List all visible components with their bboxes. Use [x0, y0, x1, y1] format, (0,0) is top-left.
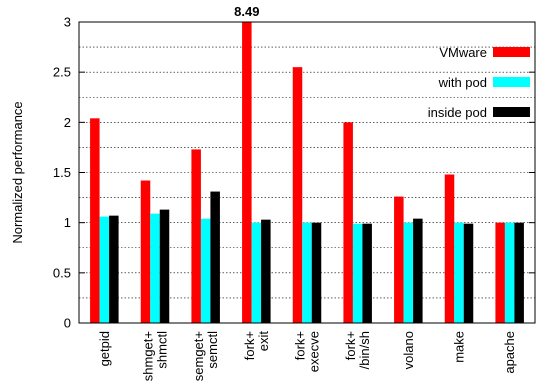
bar-with-pod — [302, 222, 312, 323]
category-label-line: fork+ — [242, 331, 257, 360]
category-label: apache — [502, 331, 517, 374]
category-label-line: semget+ — [191, 331, 206, 381]
bar-vmware — [343, 122, 353, 323]
bar-with-pod — [504, 222, 515, 323]
legend-item: inside pod — [428, 105, 530, 120]
bar-with-pod — [99, 216, 110, 323]
category-label: shmget+ shmctl — [141, 331, 170, 381]
category-label-line: semctl — [205, 331, 220, 369]
category-label-line: shmget+ — [141, 331, 156, 381]
category-label: fork+ exit — [242, 331, 271, 361]
category-label-line: fork+ — [343, 331, 358, 360]
bar-inside-pod — [463, 223, 474, 323]
bar-with-pod — [352, 223, 363, 323]
bar-inside-pod — [514, 222, 524, 323]
legend-label: VMware — [439, 45, 487, 60]
bar-inside-pod — [311, 222, 322, 323]
bar-with-pod — [403, 222, 414, 323]
bar-with-pod — [200, 218, 211, 323]
bar-with-pod — [454, 222, 464, 323]
bar-inside-pod — [109, 215, 119, 323]
bar-inside-pod — [413, 218, 423, 323]
y-tick-label: 1.5 — [53, 165, 71, 180]
category-label-line: execve — [307, 331, 322, 372]
y-tick-label: 2 — [64, 115, 71, 130]
category-label-line: exit — [256, 331, 271, 352]
category-label: make — [452, 331, 467, 363]
bar-value-annotation: 8.49 — [234, 4, 259, 19]
category-label: getpid — [97, 331, 112, 366]
x-axis-categories: getpid shmget+ shmctl semget+ semctl fork+ exi… — [97, 331, 517, 382]
annotations: 8.49 — [234, 4, 259, 19]
y-tick-label: 0.5 — [53, 265, 71, 280]
legend-item: VMware — [439, 45, 530, 60]
category-label-line: make — [452, 331, 467, 363]
bar-vmware — [140, 180, 151, 323]
legend-item: with pod — [438, 75, 530, 90]
bar-vmware — [242, 22, 252, 323]
bar-vmware — [495, 222, 505, 323]
bars — [90, 22, 524, 324]
legend: VMware with pod inside pod — [428, 45, 530, 120]
y-axis-ticks: 0 0.5 1 1.5 2 2.5 3 — [53, 15, 535, 331]
legend-label: with pod — [438, 75, 487, 90]
category-label-line: shmctl — [155, 331, 170, 369]
category-label-line: /bin/sh — [357, 331, 372, 369]
y-axis-label: Normalized performance — [10, 101, 25, 243]
category-label: volano — [401, 331, 416, 369]
bar-with-pod — [251, 222, 262, 323]
bar-inside-pod — [210, 191, 220, 323]
bar-inside-pod — [159, 209, 170, 323]
legend-label: inside pod — [428, 105, 487, 120]
category-label-line: getpid — [97, 331, 112, 366]
legend-swatch — [493, 77, 530, 87]
bar-vmware — [444, 174, 455, 323]
category-label: fork+/bin/sh — [343, 331, 372, 369]
y-tick-label: 2.5 — [53, 65, 71, 80]
bar-with-pod — [150, 213, 160, 323]
legend-swatch — [493, 47, 530, 57]
bar-vmware — [394, 196, 404, 323]
category-label-line: fork+ — [293, 331, 308, 360]
legend-swatch — [493, 107, 530, 117]
category-label-line: volano — [401, 331, 416, 369]
bar-inside-pod — [261, 219, 271, 323]
y-tick-label: 1 — [64, 215, 71, 230]
y-tick-label: 0 — [64, 316, 71, 331]
category-label: fork+ execve — [293, 331, 322, 372]
category-label: semget+ semctl — [191, 331, 220, 381]
bar-vmware — [292, 67, 303, 324]
bar-vmware — [191, 149, 201, 323]
bar-inside-pod — [362, 223, 372, 323]
bar-vmware — [90, 118, 100, 323]
category-label-line: apache — [502, 331, 517, 374]
y-tick-label: 3 — [64, 15, 71, 30]
